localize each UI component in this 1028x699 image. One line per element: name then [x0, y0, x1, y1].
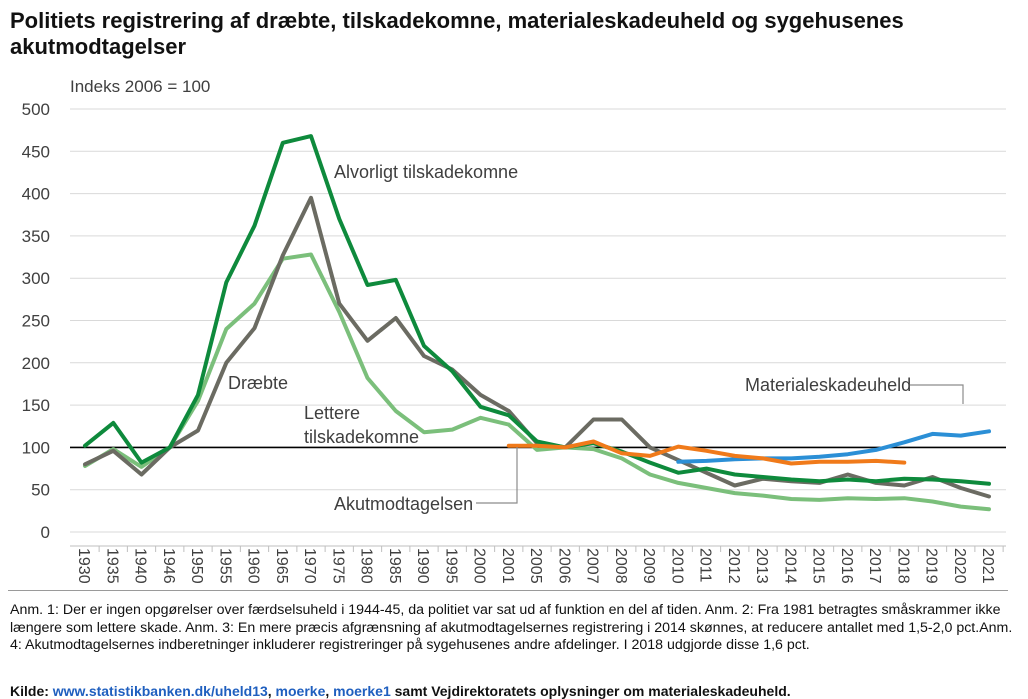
series-lines: [83, 134, 991, 512]
y-axis-ticks: 0 50 100 150 200 250 300 350 400 450 500: [22, 100, 50, 542]
y-tick-label: 200: [22, 354, 50, 373]
x-tick-label: 1975: [329, 548, 346, 584]
annotation-label: Dræbte: [228, 373, 288, 393]
x-tick-label: 2008: [612, 548, 629, 584]
y-tick-label: 500: [22, 100, 50, 119]
x-tick-label: 2020: [951, 548, 968, 584]
x-tick-label: 1965: [273, 548, 290, 584]
y-tick-label: 300: [22, 269, 50, 288]
y-tick-label: 350: [22, 227, 50, 246]
x-tick-label: 2006: [555, 548, 572, 584]
x-tick-label: 1930: [75, 548, 92, 584]
y-tick-label: 100: [22, 438, 50, 457]
x-tick-label: 1940: [132, 548, 149, 584]
source-suffix: samt Vejdirektoratets oplysninger om mat…: [390, 683, 791, 699]
y-tick-label: 450: [22, 142, 50, 161]
divider: [8, 590, 1008, 591]
x-tick-label: 2018: [894, 548, 911, 584]
annotation-label: Materialeskadeuheld: [745, 375, 911, 395]
y-axis-label: Indeks 2006 = 100: [70, 77, 210, 96]
x-tick-label: 2010: [668, 548, 685, 584]
x-tick-label: 2013: [753, 548, 770, 584]
y-tick-label: 50: [31, 481, 50, 500]
annotation-label: Alvorligt tilskadekomne: [334, 162, 518, 182]
x-tick-label: 1980: [358, 548, 375, 584]
source-link-moerke[interactable]: moerke: [275, 683, 326, 699]
source-link-moerke1[interactable]: moerke1: [333, 683, 391, 699]
x-tick-label: 2011: [697, 548, 714, 583]
annotation-label: Lettere: [304, 403, 360, 423]
x-tick-label: 1950: [188, 548, 205, 584]
source-prefix: Kilde:: [10, 683, 53, 699]
x-tick-label: 1985: [386, 548, 403, 584]
x-tick-label: 2015: [810, 548, 827, 584]
y-tick-label: 0: [41, 523, 50, 542]
chart-title: Politiets registrering af dræbte, tilska…: [10, 8, 904, 59]
series-line-materialeskadeuheld: [676, 429, 991, 464]
x-tick-label: 1995: [442, 548, 459, 584]
x-tick-label: 2014: [781, 548, 798, 584]
leader-akutmodtagelsen: [476, 447, 518, 504]
x-tick-label: 2001: [499, 548, 516, 584]
x-tick-label: 2009: [640, 548, 657, 584]
source-line: Kilde: www.statistikbanken.dk/uheld13, m…: [10, 683, 1020, 699]
source-link-statistikbanken[interactable]: www.statistikbanken.dk/uheld13: [52, 683, 268, 699]
x-tick-label: 2007: [584, 548, 601, 584]
y-tick-label: 250: [22, 312, 50, 331]
x-axis-ticks: 1930 1935 1940 1946 1950 1955 1960 1965 1970 1975…: [75, 546, 1004, 584]
annotations: Alvorligt tilskadekomne Dræbte Lettere tils…: [228, 162, 911, 514]
x-tick-label: 1970: [301, 548, 318, 584]
series-line-akutmodtagelsen: [506, 439, 907, 466]
x-tick-label: 2005: [527, 548, 544, 584]
annotation-label: Akutmodtagelsen: [334, 494, 473, 514]
x-tick-label: 1935: [103, 548, 120, 584]
x-tick-label: 2012: [725, 548, 742, 584]
label-leaders: [476, 384, 964, 504]
x-tick-label: 1946: [160, 548, 177, 584]
x-tick-label: 2021: [979, 548, 996, 584]
x-tick-label: 2016: [838, 548, 855, 584]
y-tick-label: 150: [22, 396, 50, 415]
annotation-label: tilskadekomne: [304, 427, 419, 447]
y-tick-label: 400: [22, 185, 50, 204]
source-separator: ,: [325, 683, 334, 699]
x-tick-label: 2019: [923, 548, 940, 584]
x-tick-label: 1955: [216, 548, 233, 584]
x-tick-label: 2017: [866, 548, 883, 584]
footnotes: Anm. 1: Der er ingen opgørelser over fær…: [10, 602, 1013, 653]
series-line-lettere-tilskadekomne: [83, 252, 991, 512]
x-tick-label: 1960: [245, 548, 262, 584]
leader-materialeskadeuheld: [910, 384, 964, 404]
x-tick-label: 2000: [471, 548, 488, 584]
source-separator: ,: [267, 683, 276, 699]
series-line-alvorligt-tilskadekomne: [83, 134, 991, 486]
x-tick-label: 1990: [414, 548, 431, 584]
